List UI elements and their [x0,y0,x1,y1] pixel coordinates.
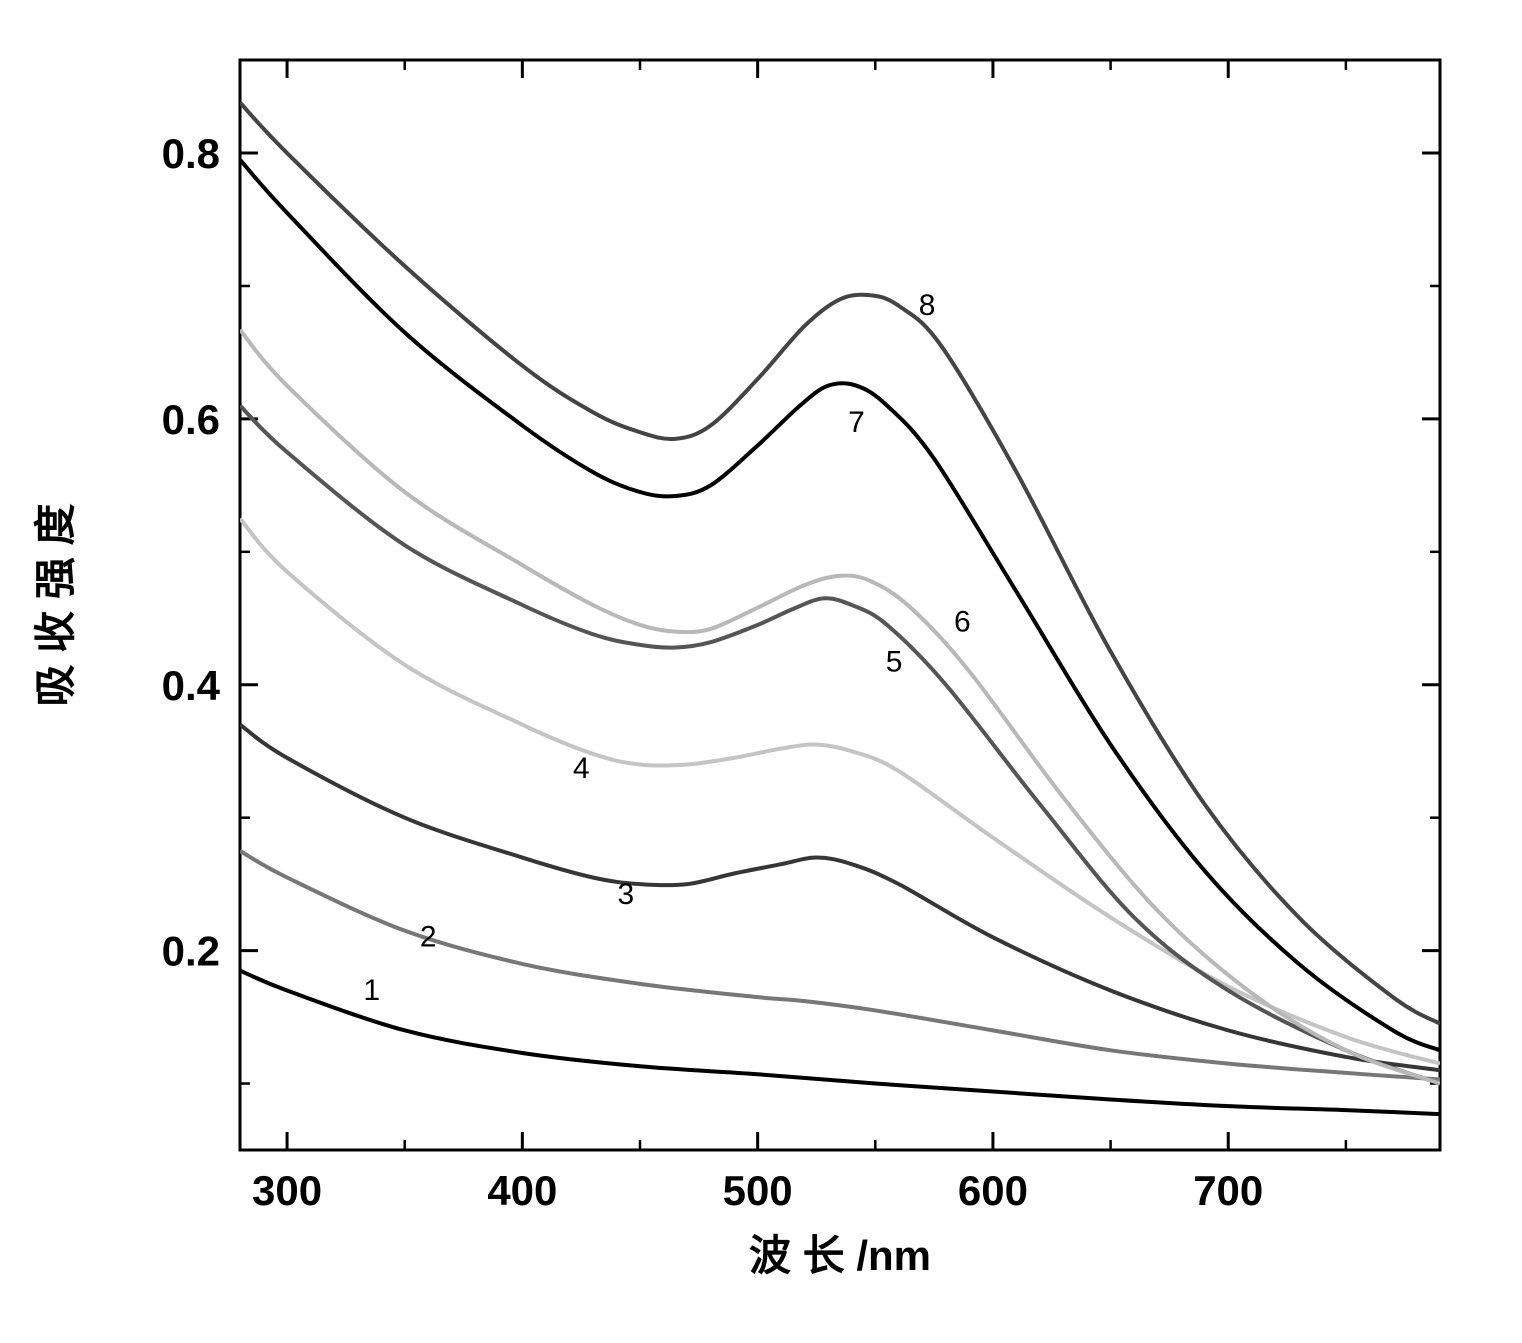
series-label-4: 4 [573,752,590,785]
x-tick-label: 300 [252,1167,322,1214]
x-axis-label: 波 长 /nm [749,1232,931,1279]
y-tick-label: 0.2 [162,928,220,975]
series-label-1: 1 [363,974,380,1007]
y-tick-label: 0.4 [162,662,221,709]
absorption-spectrum-chart: 300 400 500 600 700 0.2 0.4 0.6 0.8 波 长 /nm 吸 收 强 … [0,0,1522,1343]
series-label-2: 2 [420,921,437,954]
y-axis-label: 吸 收 强 度 [32,503,79,706]
series-label-8: 8 [919,289,936,322]
x-tick-label: 600 [958,1167,1028,1214]
x-tick-label: 500 [723,1167,793,1214]
series-label-6: 6 [954,606,971,639]
series-label-7: 7 [848,406,865,439]
x-tick-label: 400 [487,1167,557,1214]
x-tick-label: 700 [1193,1167,1263,1214]
chart-container: 300 400 500 600 700 0.2 0.4 0.6 0.8 波 长 /nm 吸 收 强 … [0,0,1522,1343]
y-tick-label: 0.8 [162,130,220,177]
series-label-3: 3 [618,878,635,911]
series-label-5: 5 [886,645,903,678]
y-tick-label: 0.6 [162,396,220,443]
